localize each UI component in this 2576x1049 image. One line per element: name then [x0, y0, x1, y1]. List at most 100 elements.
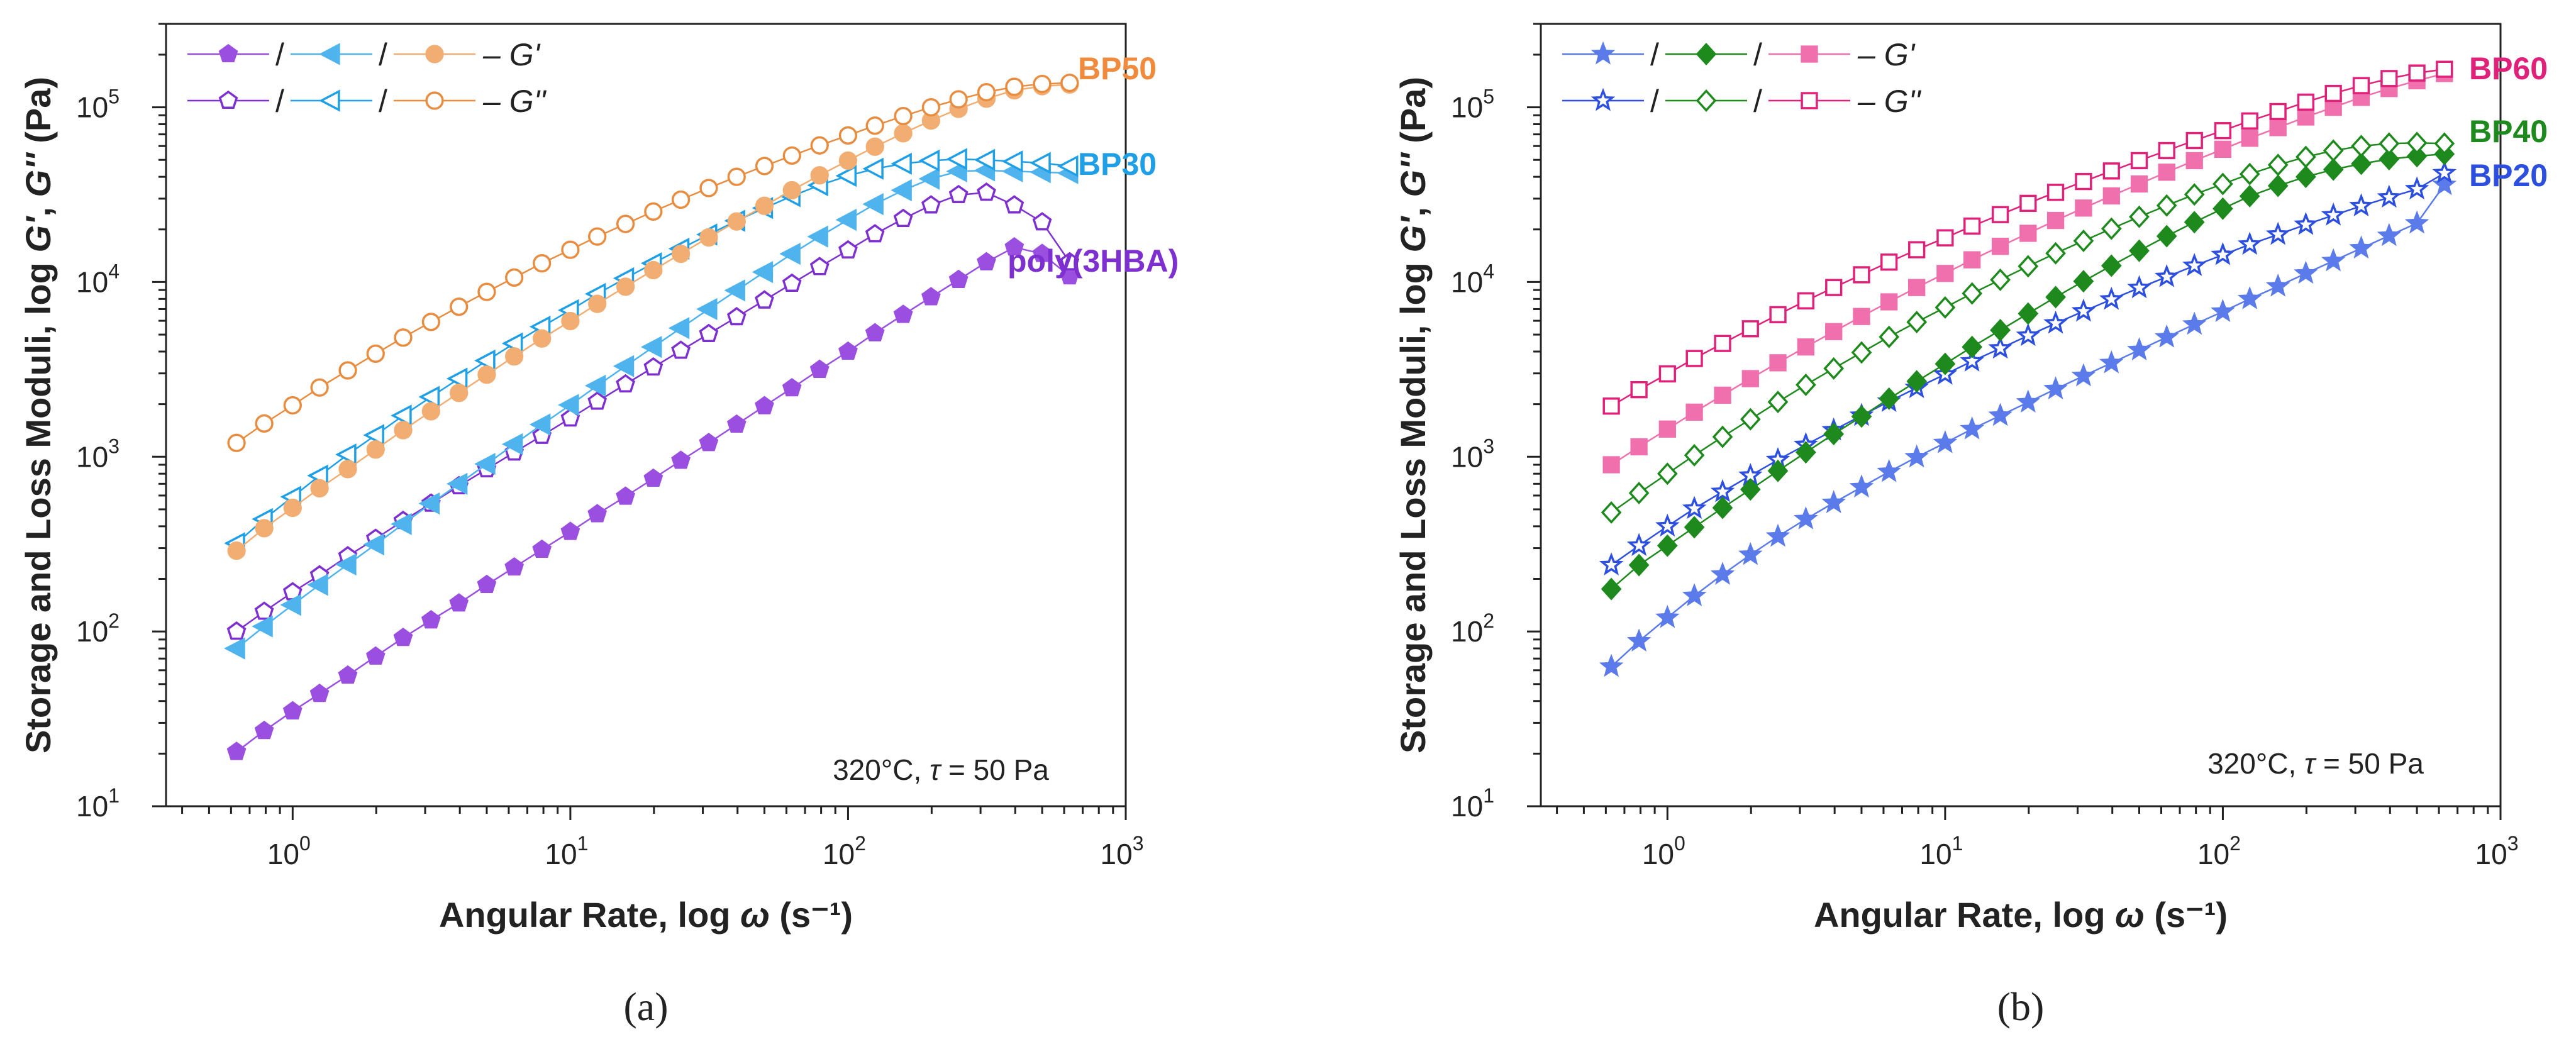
data-point: [1626, 628, 1652, 652]
data-point: [2182, 253, 2207, 276]
legend-marker: [1591, 87, 1616, 111]
data-point: [2377, 184, 2402, 208]
data-point: [1962, 282, 1983, 305]
data-point: [671, 340, 691, 359]
series-bp30-g: [224, 159, 1079, 660]
data-point: [226, 741, 247, 760]
data-point: [2019, 194, 2037, 212]
data-point: [1877, 458, 1901, 482]
data-point: [1030, 152, 1051, 174]
data-point: [2408, 64, 2426, 82]
data-point: [1685, 350, 1703, 367]
data-point: [1880, 253, 1898, 271]
y-tick-exponent: 4: [108, 260, 119, 282]
data-point: [1602, 397, 1620, 415]
data-point: [2099, 286, 2124, 310]
data-point: [338, 361, 357, 380]
data-point: [2352, 77, 2370, 94]
x-tick-label: 100: [267, 832, 311, 870]
data-point: [2324, 84, 2342, 103]
y-tick-exponent: 1: [1483, 784, 1494, 807]
panel-b-letter: (b): [1997, 984, 2045, 1029]
data-point: [807, 225, 828, 248]
data-point: [2073, 270, 2094, 293]
data-point: [1602, 456, 1620, 474]
x-tick-exponent: 3: [2507, 832, 2519, 855]
data-point: [1767, 459, 1789, 482]
data-point: [2404, 176, 2429, 200]
legend-marker: [319, 43, 340, 65]
data-point: [474, 453, 496, 475]
legend-marker: [425, 91, 444, 110]
data-point: [1057, 155, 1079, 177]
data-point: [2073, 229, 2094, 253]
series-label-bp40: BP40: [2469, 114, 2548, 149]
data-point: [977, 82, 996, 102]
data-point: [2101, 217, 2122, 240]
x-tick-label: 100: [1642, 832, 1685, 870]
data-point: [1823, 357, 1845, 380]
legend-label-g-loss: – G'': [482, 84, 547, 119]
y-tick-exponent: 3: [1483, 435, 1494, 457]
data-point: [1032, 243, 1052, 262]
data-point: [1060, 252, 1080, 270]
data-point: [1906, 311, 1928, 334]
data-point: [696, 297, 718, 321]
data-point: [394, 328, 413, 347]
data-point: [1741, 370, 1759, 387]
data-point: [891, 179, 912, 202]
data-point: [1714, 386, 1731, 404]
data-point: [755, 196, 774, 215]
data-point: [1797, 338, 1815, 356]
data-point: [809, 257, 830, 275]
data-point: [2099, 350, 2124, 374]
data-point: [1684, 516, 1705, 539]
data-point: [254, 601, 274, 620]
data-point: [421, 313, 440, 331]
data-point: [699, 179, 718, 197]
data-point: [1032, 212, 1052, 231]
series-label-bp50: BP50: [1078, 51, 1157, 86]
data-point: [2297, 108, 2315, 126]
legend-marker: [1696, 89, 1717, 113]
data-point: [2294, 260, 2318, 284]
legend-marker: [319, 89, 340, 112]
data-point: [227, 433, 246, 452]
data-point: [2406, 131, 2428, 155]
data-point: [280, 594, 301, 616]
data-point: [1601, 501, 1622, 524]
data-point: [477, 282, 496, 301]
data-point: [810, 136, 829, 155]
data-point: [504, 557, 525, 576]
data-point: [1682, 583, 1707, 606]
data-point: [2102, 162, 2120, 180]
data-point: [282, 701, 303, 719]
data-point: [2269, 119, 2287, 136]
data-point: [393, 628, 413, 647]
data-point: [724, 279, 745, 302]
data-point: [699, 323, 719, 342]
data-point: [977, 252, 996, 270]
data-point: [1794, 506, 1818, 530]
data-point: [2071, 298, 2096, 322]
y-tick-label: 101: [1451, 784, 1494, 823]
data-point: [1853, 308, 1870, 325]
data-point: [2323, 139, 2344, 162]
y-tick-label: 104: [76, 260, 119, 298]
data-point: [310, 479, 329, 498]
data-point: [1796, 373, 1816, 396]
data-point: [616, 277, 635, 296]
data-point: [616, 486, 635, 505]
data-point: [918, 167, 940, 190]
data-point: [1655, 513, 1680, 537]
y-tick-exponent: 1: [108, 784, 119, 807]
panel-b-y-axis-title: Storage and Loss Moduli, log G', G'' (Pa…: [1393, 77, 1433, 753]
data-point: [310, 378, 329, 397]
data-point: [2297, 93, 2315, 111]
data-point: [446, 472, 468, 495]
legend-label-g-loss: – G'': [1857, 84, 1921, 119]
panel-b-legend: / / – G' / / – G'': [1562, 37, 1921, 119]
panel-a-x-axis-title: Angular Rate, log ω (s⁻¹): [439, 895, 853, 935]
data-point: [532, 539, 552, 558]
